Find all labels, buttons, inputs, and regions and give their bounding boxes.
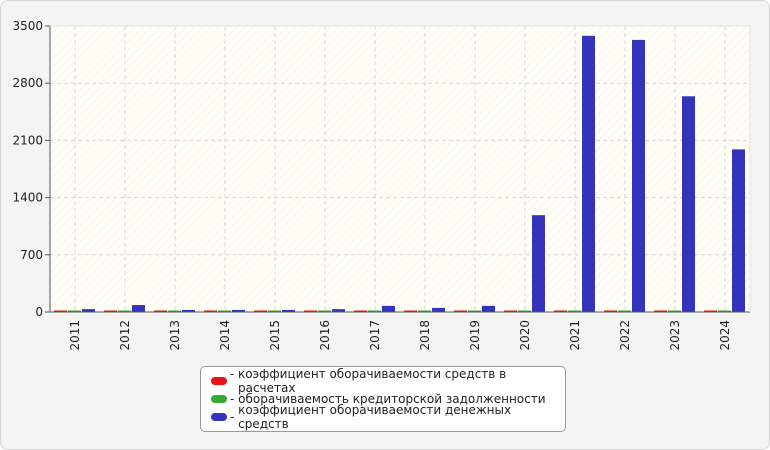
bar-2017-series-2 [382,305,395,312]
bar-2016-series-2 [332,309,345,312]
y-tick-label: 2100 [12,133,43,147]
bar-2013-series-2 [182,309,195,312]
x-tick-label: 2015 [268,320,282,351]
bar-2012-series-0 [104,310,117,312]
bar-2015-series-0 [254,310,267,312]
x-tick-label: 2017 [368,320,382,351]
x-tick-label: 2020 [518,320,532,351]
bar-2024-series-0 [704,310,717,312]
bars [54,35,745,313]
x-tick-label: 2022 [618,320,632,351]
bar-2020-series-2 [532,215,545,312]
bar-2016-series-1 [318,310,331,312]
legend-label: оборачиваемость кредиторской задолженнос… [238,392,546,406]
legend-dash: - [229,410,239,424]
bar-2014-series-2 [232,309,245,312]
bar-2019-series-2 [482,305,495,312]
bar-2011-series-2 [82,309,95,312]
y-tick-label: 700 [20,248,43,262]
x-tick-label: 2024 [718,320,732,351]
bar-2020-series-0 [504,310,517,312]
axes [45,25,751,313]
legend-dash: - [230,392,239,406]
x-tick-label: 2018 [418,320,432,351]
bar-2019-series-1 [468,310,481,312]
bar-2013-series-0 [154,310,167,312]
bar-2018-series-2 [432,307,445,312]
bar-2015-series-2 [282,309,295,312]
y-tick-label: 0 [35,305,43,319]
bar-2023-series-2 [682,96,695,312]
bar-2024-series-1 [718,310,731,312]
bar-2014-series-1 [218,310,231,312]
legend-swatch-red [211,377,227,385]
x-tick-label: 2023 [668,320,682,351]
bar-2023-series-0 [654,310,667,312]
legend-item-cash-turnover: - коэффициент оборачиваемости денежных с… [211,403,565,431]
bar-2016-series-0 [304,310,317,312]
bar-2017-series-0 [354,310,367,312]
legend-item-payables-turnover: - оборачиваемость кредиторской задолженн… [211,390,565,408]
x-tick-label: 2016 [318,320,332,351]
x-tick-label: 2012 [118,320,132,351]
x-tick-label: 2021 [568,320,582,351]
bar-2021-series-2 [582,35,595,312]
bar-2023-series-1 [668,310,681,312]
bar-2022-series-1 [618,310,631,312]
x-tick-label: 2019 [468,320,482,351]
y-tick-label: 1400 [12,191,43,205]
x-tick-labels: 2011 2012 2013 2014 2015 2016 2017 2018 2019 2020… [68,320,732,351]
bar-2019-series-0 [454,310,467,312]
bar-2020-series-1 [518,310,531,312]
y-tick-label: 2800 [12,76,43,90]
bar-2022-series-2 [632,39,645,313]
y-tick-labels: 0 700 1400 2100 2800 3500 [12,19,43,319]
bar-2024-series-2 [732,149,745,312]
bar-2012-series-1 [118,310,131,312]
bar-2017-series-1 [368,310,381,312]
legend-swatch-blue [211,413,227,421]
bar-2018-series-1 [418,310,431,312]
bar-2012-series-2 [132,305,145,312]
bar-2013-series-1 [168,310,181,312]
legend-label: коэффициент оборачиваемости денежных сре… [238,403,512,431]
y-tick-label: 3500 [12,19,43,33]
legend-dash: - [229,367,235,395]
bar-2014-series-0 [204,310,217,312]
bar-2018-series-0 [404,310,417,312]
x-tick-label: 2014 [218,320,232,351]
legend: - коэффициент оборачиваемости средств в … [200,366,566,432]
bar-2021-series-1 [568,310,581,312]
x-tick-label: 2011 [68,320,82,351]
bar-2011-series-1 [68,310,81,312]
bar-2011-series-0 [54,310,67,312]
x-tick-label: 2013 [168,320,182,351]
bar-2021-series-0 [554,310,567,312]
bar-2022-series-0 [604,310,617,312]
legend-label: коэффициент оборачиваемости средств в ра… [237,367,507,395]
legend-swatch-green [211,395,227,403]
bar-2015-series-1 [268,310,281,312]
legend-item-receivables-turnover: - коэффициент оборачиваемости средств в … [211,367,565,395]
